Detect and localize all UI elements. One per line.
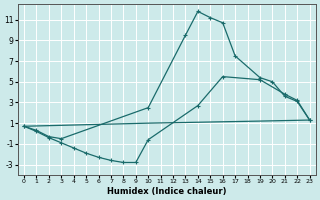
X-axis label: Humidex (Indice chaleur): Humidex (Indice chaleur) [107,187,227,196]
